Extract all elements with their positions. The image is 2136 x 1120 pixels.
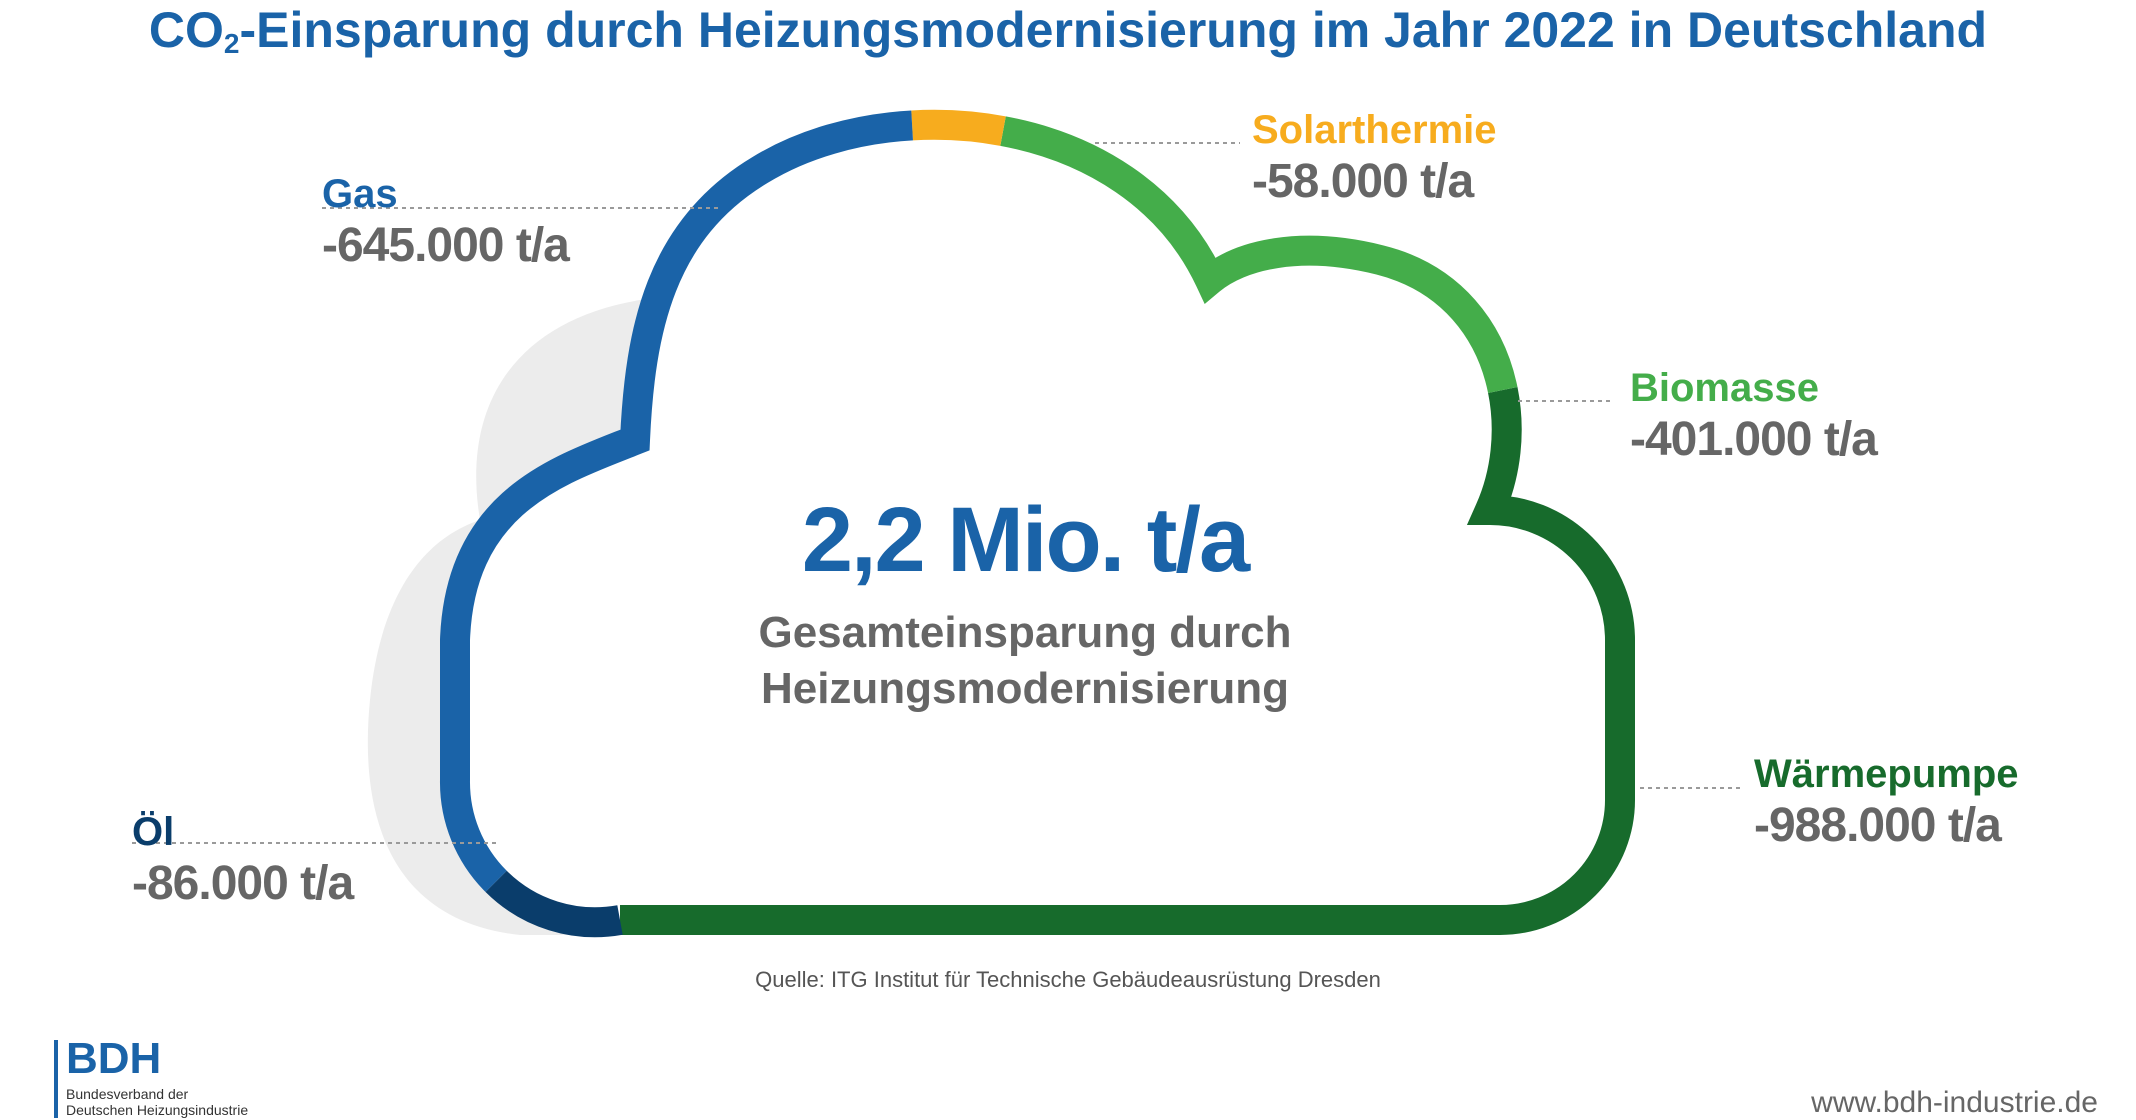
series-value-waermepumpe: -988.000 t/a: [1754, 799, 2002, 852]
chart-title: CO2-Einsparung durch Heizungsmodernisier…: [148, 2, 1988, 59]
series-name-waermepumpe: Wärmepumpe: [1754, 752, 2019, 796]
series-value-biomasse: -401.000 t/a: [1630, 413, 1878, 466]
series-name-biomasse: Biomasse: [1630, 366, 1819, 410]
label-waermepumpe: Wärmepumpe -988.000 t/a: [1754, 750, 2019, 854]
label-gas: Gas -645.000 t/a: [322, 170, 570, 274]
series-value-gas: -645.000 t/a: [322, 219, 570, 272]
series-value-oel: -86.000 t/a: [132, 857, 354, 910]
total-subtitle: Gesamteinsparung durch Heizungsmodernisi…: [600, 605, 1450, 717]
segment-w-rmepumpe: [439, 109, 1635, 938]
cloud-segments: [439, 109, 1635, 938]
cloud-fill: [454, 124, 1620, 923]
logo-bar: [54, 1040, 58, 1118]
series-name-gas: Gas: [322, 172, 398, 216]
segment-biomasse: [439, 109, 1635, 938]
label-oel: Öl -86.000 t/a: [132, 808, 354, 912]
logo-line1: Bundesverband der: [66, 1086, 189, 1102]
logo-line2: Deutschen Heizungsindustrie: [66, 1102, 249, 1118]
segment-gas: [439, 109, 1635, 938]
total-value: 2,2 Mio. t/a: [801, 489, 1250, 591]
source-note: Quelle: ITG Institut für Technische Gebä…: [755, 967, 1381, 992]
label-biomasse: Biomasse -401.000 t/a: [1630, 364, 1878, 468]
series-name-solarthermie: Solarthermie: [1252, 108, 1497, 152]
series-value-solarthermie: -58.000 t/a: [1252, 155, 1474, 208]
logo-name: BDH: [66, 1034, 162, 1083]
logo-subtitle: Bundesverband der Deutschen Heizungsindu…: [66, 1086, 248, 1118]
series-name-oel: Öl: [132, 810, 175, 854]
total-subtitle-line1: Gesamteinsparung durch: [758, 608, 1292, 657]
website-url: www.bdh-industrie.de: [1811, 1086, 2098, 1119]
label-solarthermie: Solarthermie -58.000 t/a: [1252, 106, 1497, 210]
leader-lines: [132, 142, 1742, 844]
total-subtitle-line2: Heizungsmodernisierung: [760, 664, 1290, 713]
